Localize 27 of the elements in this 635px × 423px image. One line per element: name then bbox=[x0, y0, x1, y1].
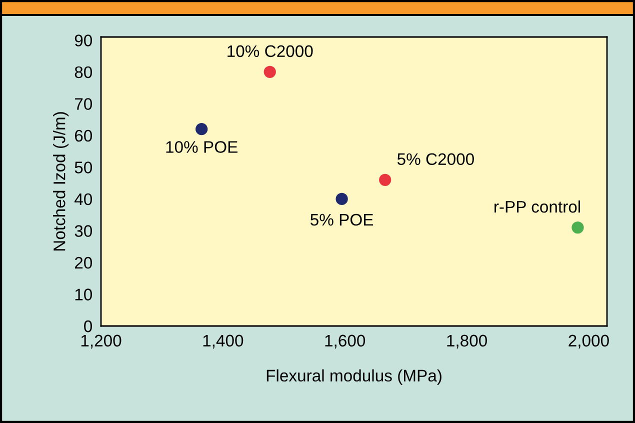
y-tick-label: 90 bbox=[74, 34, 92, 46]
x-axis-title: Flexural modulus (MPa) bbox=[266, 369, 442, 385]
x-tick-label: 1,600 bbox=[325, 334, 366, 349]
y-tick-label: 50 bbox=[74, 162, 92, 174]
y-axis-title: Notched Izod (J/m) bbox=[53, 112, 69, 251]
point bbox=[572, 221, 584, 234]
annotation: 5% POE bbox=[310, 214, 374, 226]
y-tick-label: 80 bbox=[74, 66, 92, 78]
point bbox=[264, 66, 276, 78]
y-tick-label: 30 bbox=[74, 225, 92, 237]
point bbox=[336, 192, 348, 206]
x-tick-label: 2,000 bbox=[568, 334, 609, 349]
y-tick-label: 20 bbox=[74, 256, 92, 269]
annotation: r-PP control bbox=[494, 200, 580, 213]
point bbox=[196, 123, 208, 136]
y-tick-label: 60 bbox=[74, 130, 92, 142]
x-tick-label: 1,200 bbox=[81, 334, 122, 349]
x-tick-label: 1,800 bbox=[447, 334, 487, 349]
point bbox=[379, 174, 392, 186]
y-tick-label: 70 bbox=[74, 98, 92, 110]
x-tick-label: 1,400 bbox=[203, 334, 244, 349]
annotation: 10% POE bbox=[166, 141, 238, 153]
y-tick-label: 0 bbox=[84, 320, 92, 332]
annotation: 10% C2000 bbox=[228, 45, 313, 58]
annotation: 5% C2000 bbox=[397, 153, 474, 166]
y-tick-label: 10 bbox=[75, 288, 92, 300]
y-tick-label: 40 bbox=[74, 193, 92, 206]
